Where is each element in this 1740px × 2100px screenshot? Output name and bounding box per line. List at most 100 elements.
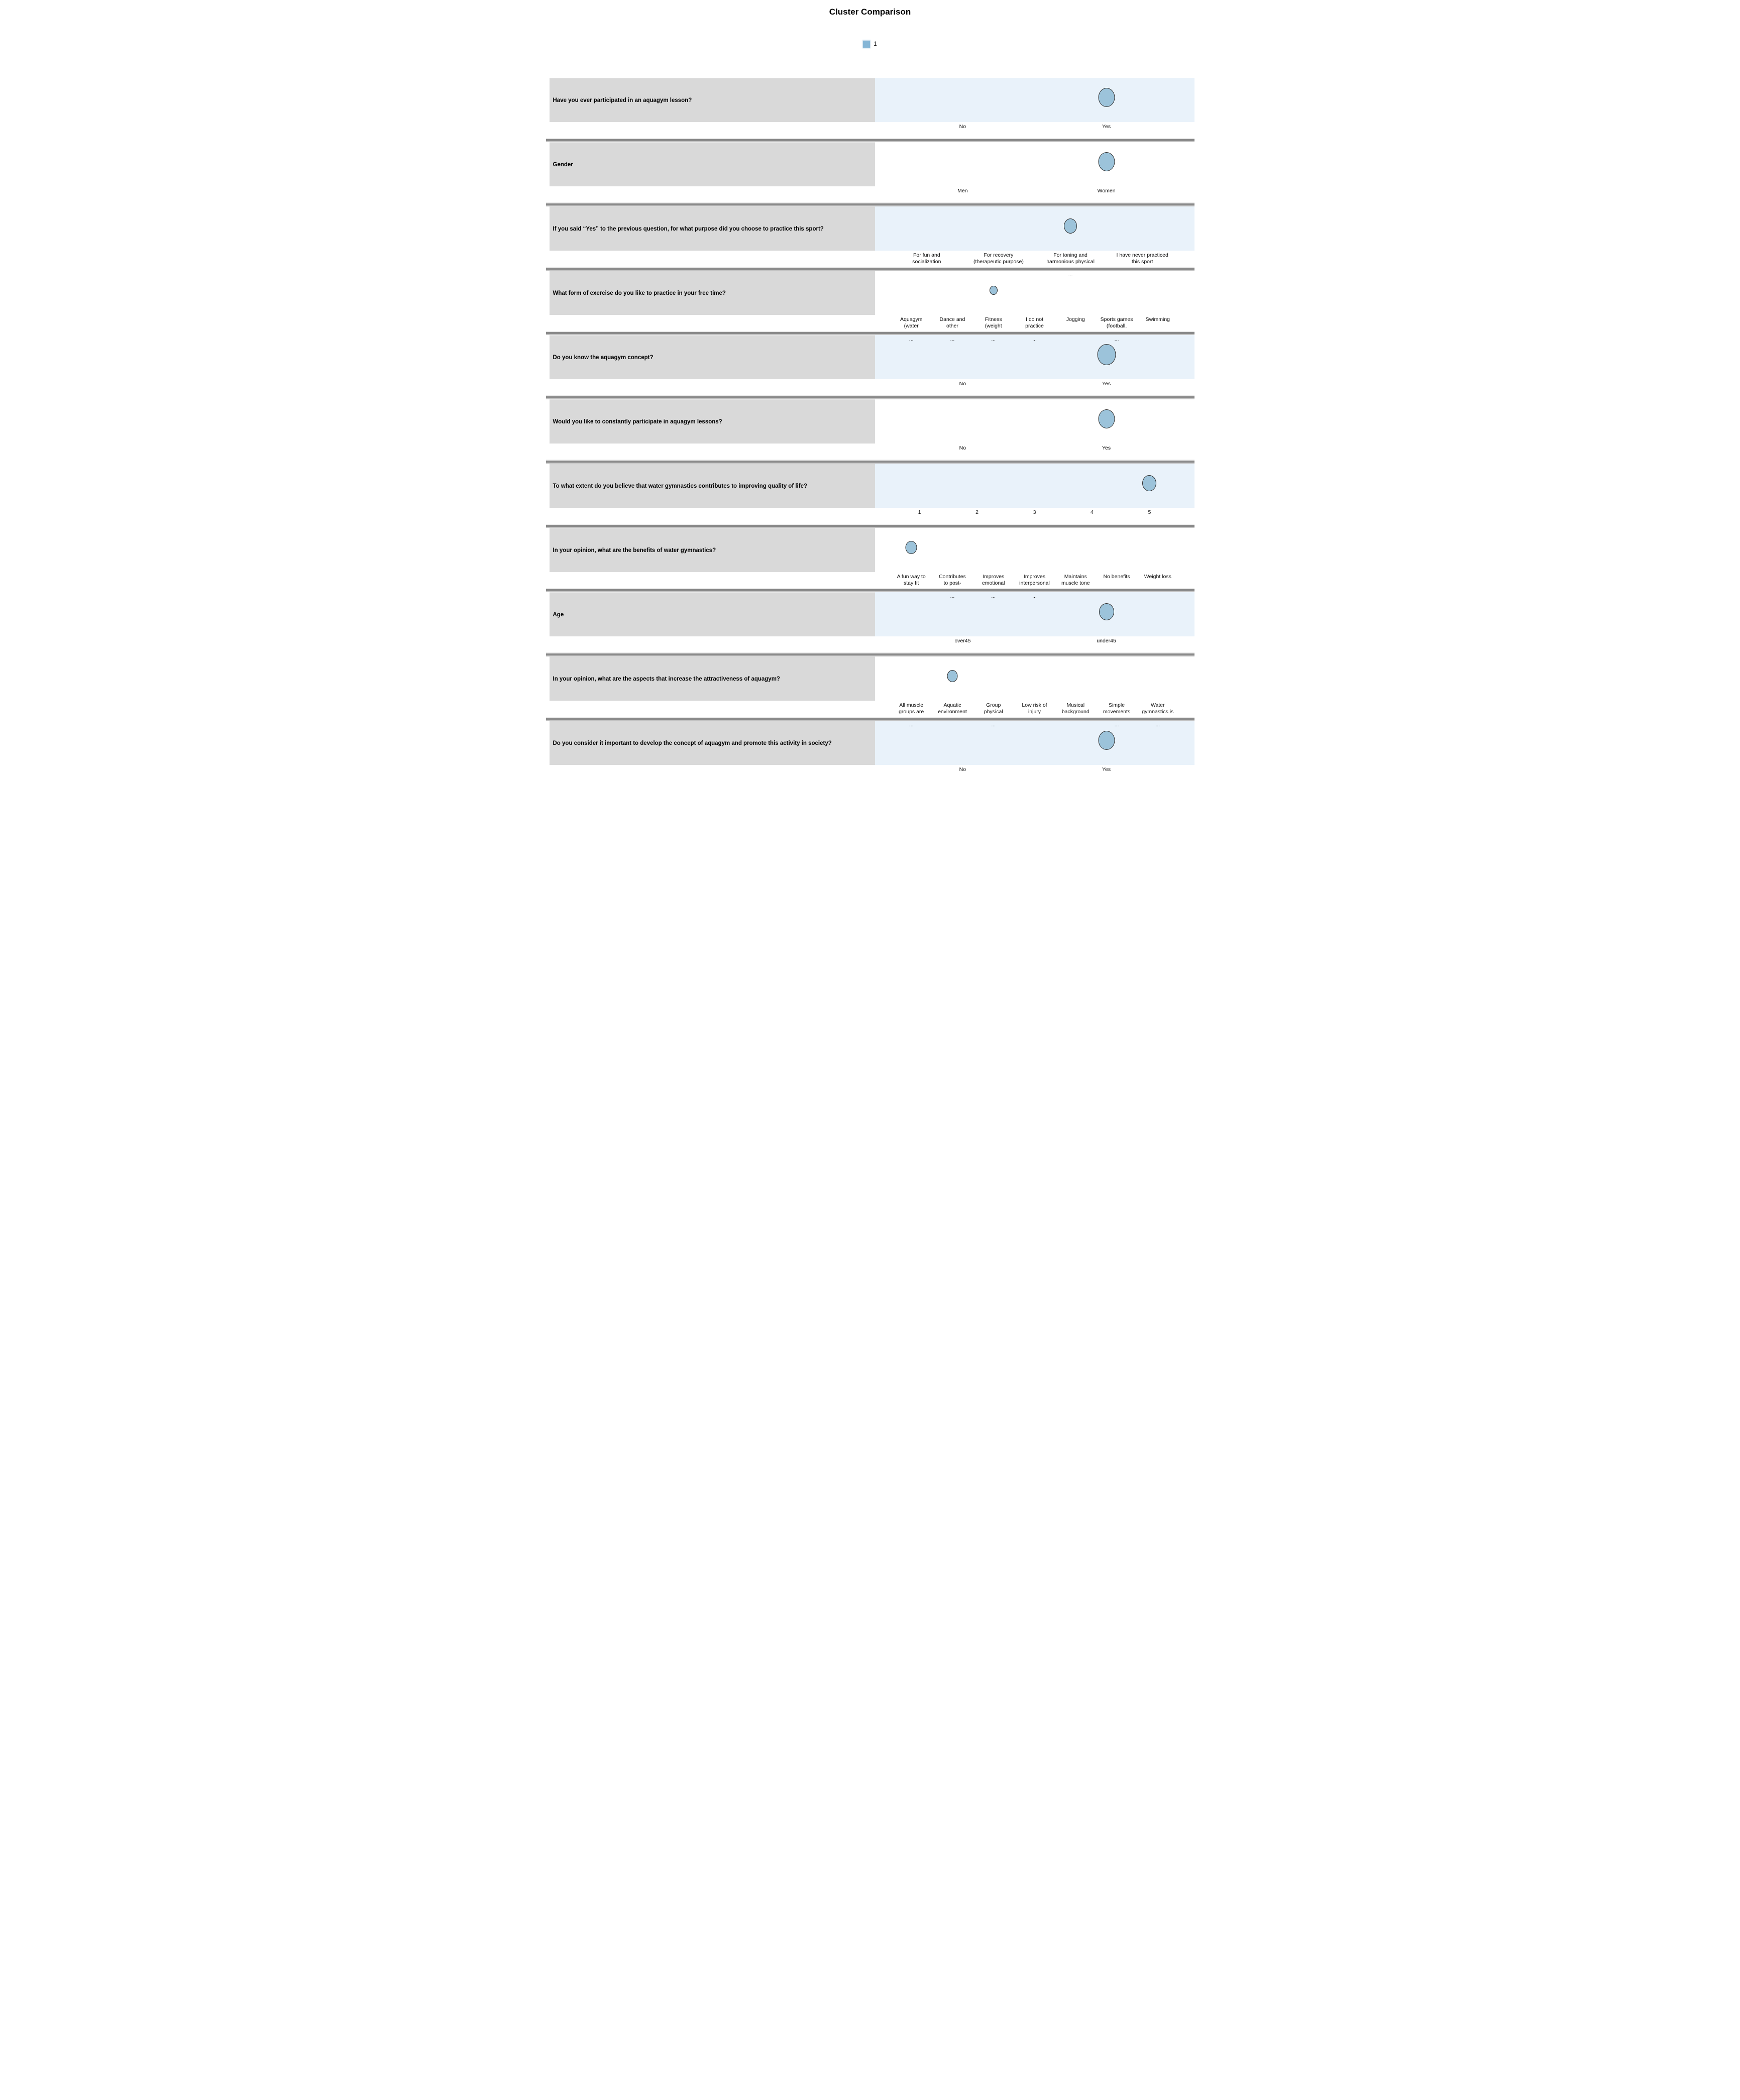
chart-title: Cluster Comparison	[829, 7, 911, 17]
category-label-truncation-ellipsis: ...	[1068, 272, 1073, 278]
question-text: Do you know the aquagym concept?	[553, 354, 654, 361]
question-text: If you said “Yes” to the previous questi…	[553, 226, 824, 232]
cluster-1-dot[interactable]	[1064, 218, 1077, 234]
question-label-panel: Have you ever participated in an aquagym…	[549, 78, 875, 122]
category-tick-label: Water gymnastics is	[1142, 702, 1174, 715]
category-tick-label: Aquatic environment	[938, 702, 967, 715]
plot-area	[875, 656, 1194, 701]
category-label-truncation-ellipsis: ...	[991, 336, 996, 342]
cluster-1-dot[interactable]	[1097, 344, 1116, 365]
question-label-panel: To what extent do you believe that water…	[549, 464, 875, 508]
cluster-1-dot[interactable]	[1098, 88, 1115, 107]
category-tick-label: No	[959, 445, 966, 451]
question-label-panel: Gender	[549, 142, 875, 186]
category-tick-label: Yes	[1102, 445, 1111, 451]
row-divider	[546, 202, 1194, 206]
category-tick-label: Yes	[1102, 381, 1111, 387]
plot-area	[875, 592, 1194, 636]
category-label-truncation-ellipsis: ...	[909, 722, 914, 728]
cluster-1-dot[interactable]	[989, 286, 998, 295]
row-divider	[546, 460, 1194, 464]
category-tick-label: Contributes to post-	[939, 574, 966, 586]
category-label-truncation-ellipsis: ...	[1114, 336, 1119, 342]
row-divider	[546, 588, 1194, 592]
category-tick-label: No	[959, 381, 966, 387]
plot-area	[875, 528, 1194, 572]
question-text: Gender	[553, 161, 573, 168]
category-tick-label: 5	[1148, 509, 1151, 515]
category-tick-label: over45	[954, 638, 971, 644]
plot-area	[875, 206, 1194, 251]
plot-area	[875, 399, 1194, 444]
plot-area	[875, 464, 1194, 508]
category-tick-label: No	[959, 124, 966, 130]
category-label-truncation-ellipsis: ...	[909, 336, 914, 342]
question-label-panel: What form of exercise do you like to pra…	[549, 271, 875, 315]
category-label-truncation-ellipsis: ...	[1032, 593, 1037, 599]
cluster-1-dot[interactable]	[1098, 409, 1115, 428]
category-label-truncation-ellipsis: ...	[1114, 722, 1119, 728]
category-tick-label: No benefits	[1103, 574, 1130, 580]
question-label-panel: Age	[549, 592, 875, 636]
question-text: Do you consider it important to develop …	[553, 740, 832, 746]
category-tick-label: under45	[1097, 638, 1116, 644]
question-text: To what extent do you believe that water…	[553, 483, 808, 489]
category-tick-label: For recovery (therapeutic purpose)	[973, 252, 1024, 265]
plot-area	[875, 142, 1194, 186]
plot-area	[875, 335, 1194, 379]
category-tick-label: Simple movements	[1103, 702, 1131, 715]
row-divider	[546, 138, 1194, 142]
category-label-truncation-ellipsis: ...	[950, 336, 955, 342]
category-tick-label: A fun way to stay fit	[897, 574, 926, 586]
question-label-panel: In your opinion, what are the aspects th…	[549, 656, 875, 701]
question-label-panel: Do you know the aquagym concept?	[549, 335, 875, 379]
cluster-1-dot[interactable]	[1142, 475, 1157, 491]
category-tick-label: Sports games (football,	[1100, 316, 1133, 329]
category-label-truncation-ellipsis: ...	[991, 593, 996, 599]
category-tick-label: Low risk of injury	[1022, 702, 1047, 715]
category-tick-label: Jogging	[1066, 316, 1085, 322]
legend-label-cluster-1[interactable]: 1	[874, 41, 877, 47]
category-tick-label: No	[959, 766, 966, 772]
category-tick-label: For toning and harmonious physical	[1046, 252, 1095, 265]
question-label-panel: Would you like to constantly participate…	[549, 399, 875, 444]
question-text: In your opinion, what are the benefits o…	[553, 547, 716, 554]
category-tick-label: Group physical	[984, 702, 1003, 715]
category-tick-label: Improves emotional	[982, 574, 1005, 586]
row-divider	[546, 395, 1194, 399]
category-label-truncation-ellipsis: ...	[991, 722, 996, 728]
category-tick-label: I do not practice	[1025, 316, 1044, 329]
category-tick-label: For fun and socialization	[912, 252, 941, 265]
row-divider	[546, 331, 1194, 335]
category-tick-label: 2	[975, 509, 978, 515]
category-tick-label: Yes	[1102, 124, 1111, 130]
category-tick-label: All muscle groups are	[899, 702, 924, 715]
category-tick-label: Swimming	[1145, 316, 1170, 322]
category-tick-label: Maintains muscle tone	[1061, 574, 1090, 586]
category-tick-label: Fitness (weight	[985, 316, 1002, 329]
cluster-1-dot[interactable]	[1099, 603, 1114, 620]
question-text: Age	[553, 611, 564, 618]
legend-swatch-cluster-1[interactable]	[863, 41, 871, 48]
cluster-1-dot[interactable]	[1098, 152, 1115, 171]
category-tick-label: 4	[1091, 509, 1094, 515]
row-divider	[546, 267, 1194, 271]
category-tick-label: Dance and other	[939, 316, 965, 329]
cluster-1-dot[interactable]	[1098, 731, 1115, 750]
question-text: What form of exercise do you like to pra…	[553, 290, 726, 296]
question-label-panel: If you said “Yes” to the previous questi…	[549, 206, 875, 251]
category-tick-label: Aquagym (water	[900, 316, 923, 329]
plot-area	[875, 721, 1194, 765]
plot-area	[875, 78, 1194, 122]
question-text: In your opinion, what are the aspects th…	[553, 676, 780, 682]
question-text: Would you like to constantly participate…	[553, 418, 722, 425]
cluster-1-dot[interactable]	[947, 670, 958, 682]
category-tick-label: 3	[1033, 509, 1036, 515]
question-text: Have you ever participated in an aquagym…	[553, 97, 692, 103]
category-tick-label: Yes	[1102, 766, 1111, 772]
cluster-1-dot[interactable]	[905, 541, 917, 554]
row-divider	[546, 524, 1194, 528]
legend: 1	[544, 41, 1197, 48]
plot-area	[875, 271, 1194, 315]
cluster-comparison-chart: Cluster Comparison 1 Have you ever parti…	[543, 0, 1197, 788]
